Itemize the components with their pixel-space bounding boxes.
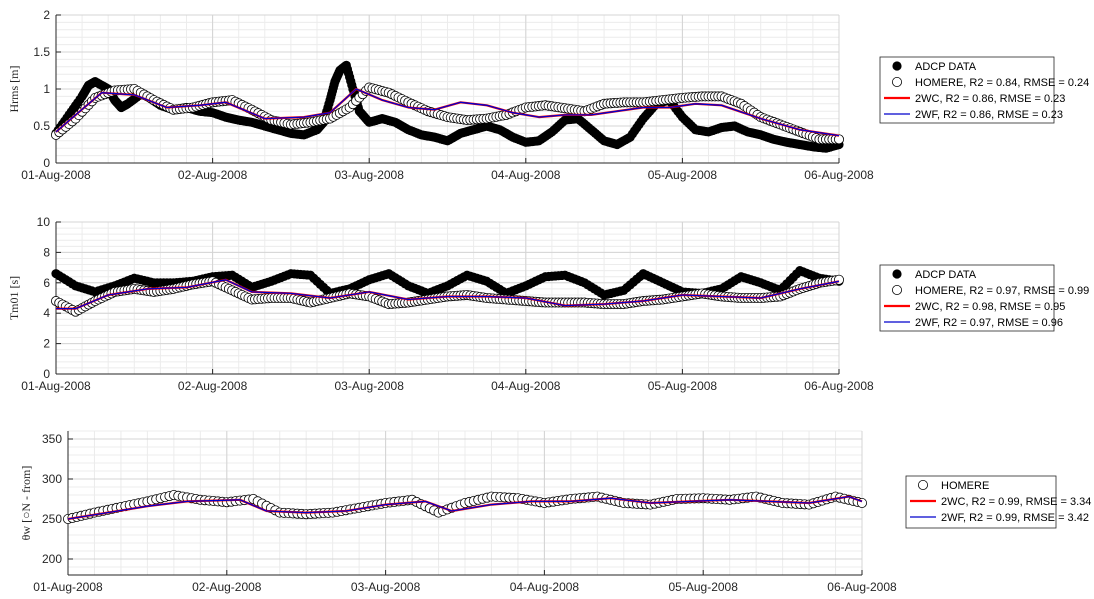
- x-tick-label: 06-Aug-2008: [804, 379, 874, 393]
- legend-label: HOMERE: [941, 480, 989, 492]
- legend-label: 2WC, R2 = 0.98, RMSE = 0.95: [915, 301, 1065, 313]
- x-tick-label: 04-Aug-2008: [510, 580, 580, 594]
- legend: ADCP DATA HOMERE, R2 = 0.84, RMSE = 0.24 2…: [879, 56, 1089, 124]
- legend: HOMERE 2WC, R2 = 0.99, RMSE = 3.34 2WF, R2…: [905, 475, 1091, 529]
- legend-box: [879, 56, 1055, 124]
- legend-label: ADCP DATA: [915, 61, 977, 73]
- legend-marker-swatch: [892, 61, 902, 71]
- series-3: [67, 495, 863, 520]
- y-axis-label: θw [○N - from]: [19, 466, 33, 541]
- x-tick-label: 06-Aug-2008: [804, 168, 874, 182]
- legend: ADCP DATA HOMERE, R2 = 0.97, RMSE = 0.99 2…: [879, 264, 1089, 332]
- legend-label: 2WC, R2 = 0.86, RMSE = 0.23: [915, 93, 1065, 105]
- x-tick-label: 03-Aug-2008: [335, 168, 405, 182]
- y-tick-label: 10: [37, 215, 51, 229]
- major-grid: [67, 431, 863, 575]
- panel-3: 01-Aug-2008 02-Aug-2008 03-Aug-2008 04-Aug-…: [19, 430, 1091, 594]
- x-tick-label: 06-Aug-2008: [827, 580, 897, 594]
- legend-label: HOMERE, R2 = 0.84, RMSE = 0.24: [915, 77, 1089, 89]
- legend-marker-swatch: [892, 284, 903, 295]
- y-tick-label: 350: [42, 432, 62, 446]
- x-tick-label: 02-Aug-2008: [178, 168, 248, 182]
- x-tick-label: 02-Aug-2008: [192, 580, 262, 594]
- x-tick-label: 05-Aug-2008: [669, 580, 739, 594]
- panel-1: 01-Aug-2008 02-Aug-2008 03-Aug-2008 04-Aug-…: [7, 8, 1089, 182]
- legend-marker-swatch: [892, 77, 903, 88]
- y-tick-label: 1: [43, 82, 50, 96]
- y-tick-label: 200: [42, 552, 62, 566]
- x-tick-label: 01-Aug-2008: [21, 168, 91, 182]
- x-tick-label: 02-Aug-2008: [178, 379, 248, 393]
- y-tick-label: 6: [43, 276, 50, 290]
- series-line: [67, 495, 863, 520]
- x-tick-label: 05-Aug-2008: [648, 168, 718, 182]
- y-tick-label: 2: [43, 8, 50, 22]
- legend-box: [879, 264, 1055, 332]
- y-tick-label: 4: [43, 306, 50, 320]
- y-tick-label: 2: [43, 337, 50, 351]
- x-tick-label: 03-Aug-2008: [351, 580, 421, 594]
- series-line: [56, 279, 840, 310]
- x-tick-label: 03-Aug-2008: [335, 379, 405, 393]
- series-4: [56, 279, 840, 310]
- y-tick-label: 0: [43, 367, 50, 381]
- x-tick-label: 05-Aug-2008: [648, 379, 718, 393]
- legend-label: 2WF, R2 = 0.97, RMSE = 0.96: [915, 317, 1063, 329]
- x-tick-label: 01-Aug-2008: [21, 379, 91, 393]
- x-tick-label: 01-Aug-2008: [33, 580, 103, 594]
- x-tick-label: 04-Aug-2008: [491, 379, 561, 393]
- x-tick-label: 04-Aug-2008: [491, 168, 561, 182]
- legend-marker-swatch: [892, 269, 902, 279]
- series-line: [55, 88, 840, 137]
- y-tick-label: 8: [43, 245, 50, 259]
- legend-label: ADCP DATA: [915, 269, 977, 281]
- y-tick-label: 250: [42, 512, 62, 526]
- y-tick-label: 0.5: [33, 119, 50, 133]
- legend-label: HOMERE, R2 = 0.97, RMSE = 0.99: [915, 285, 1089, 297]
- y-tick-label: 0: [43, 156, 50, 170]
- series-4: [55, 88, 840, 137]
- legend-marker-swatch: [918, 479, 929, 490]
- y-tick-label: 300: [42, 472, 62, 486]
- panel-2: 01-Aug-2008 02-Aug-2008 03-Aug-2008 04-Aug-…: [7, 215, 1089, 393]
- y-axis-label: Tm01 [s]: [7, 276, 21, 320]
- y-tick-label: 1.5: [33, 45, 50, 59]
- legend-label: 2WF, R2 = 0.99, RMSE = 3.42: [941, 512, 1089, 524]
- y-axis-label: Hrms [m]: [7, 66, 21, 113]
- legend-label: 2WC, R2 = 0.99, RMSE = 3.34: [941, 496, 1091, 508]
- legend-label: 2WF, R2 = 0.86, RMSE = 0.23: [915, 109, 1063, 121]
